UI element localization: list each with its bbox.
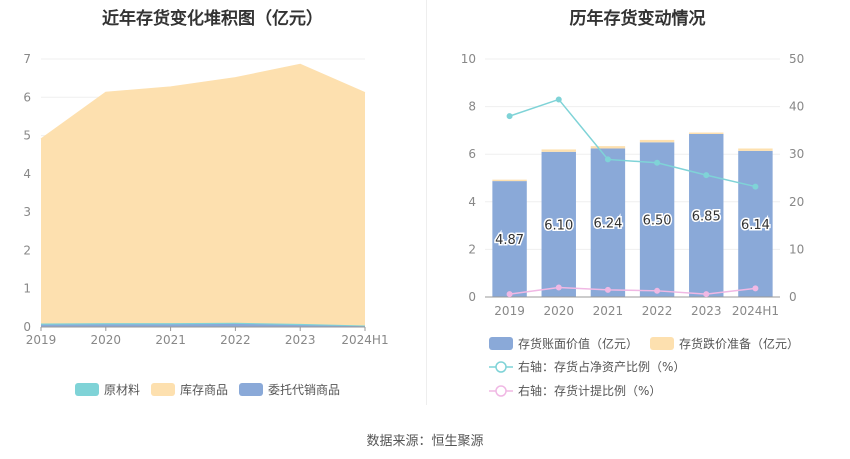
bar-impairment-reserve bbox=[689, 132, 724, 134]
line-point bbox=[703, 172, 710, 179]
y-tick-label: 4 bbox=[23, 167, 31, 181]
legend-swatch bbox=[650, 337, 674, 350]
y-left-tick-label: 10 bbox=[461, 52, 476, 66]
bar-impairment-reserve bbox=[639, 139, 675, 143]
chart-title-inventory: 历年存货变动情况 bbox=[569, 9, 706, 29]
bar-book-value bbox=[492, 181, 527, 297]
line-point bbox=[506, 291, 513, 298]
x-tick-label: 2024H1 bbox=[732, 304, 779, 318]
bar-data-label: 6.85 bbox=[692, 209, 721, 224]
x-tick-label: 2022 bbox=[642, 304, 673, 318]
y-right-tick-label: 10 bbox=[789, 242, 804, 256]
legend-label: 右轴：存货占净资产比例（%） bbox=[518, 359, 685, 374]
line-point bbox=[752, 285, 759, 292]
line-point bbox=[555, 96, 562, 103]
line-point bbox=[703, 291, 710, 298]
legend-marker bbox=[495, 361, 507, 373]
legend-label: 委托代销商品 bbox=[268, 382, 340, 397]
x-tick-label: 2021 bbox=[155, 333, 186, 347]
bar-data-label: 6.24 bbox=[593, 217, 622, 232]
y-tick-label: 1 bbox=[23, 282, 31, 296]
bar-data-label: 6.50 bbox=[643, 214, 672, 229]
y-right-tick-label: 20 bbox=[789, 195, 804, 209]
bar-data-label: 4.87 bbox=[495, 233, 524, 248]
x-tick-label: 2021 bbox=[593, 304, 624, 318]
legend-marker bbox=[495, 385, 507, 397]
legend-label: 右轴：存货计提比例（%） bbox=[518, 383, 661, 398]
legend-swatch bbox=[75, 383, 99, 396]
x-tick-label: 2019 bbox=[494, 304, 525, 318]
legend-label: 库存商品 bbox=[180, 382, 228, 397]
bar-impairment-reserve bbox=[738, 148, 773, 151]
legend-label: 存货跌价准备（亿元） bbox=[679, 336, 799, 351]
x-tick-label: 2020 bbox=[91, 333, 122, 347]
bar-impairment-reserve bbox=[492, 179, 527, 182]
bar-book-value bbox=[689, 133, 724, 297]
panel-divider bbox=[426, 0, 427, 405]
y-right-tick-label: 50 bbox=[789, 52, 804, 66]
area-series-edge bbox=[40, 63, 366, 140]
y-tick-label: 0 bbox=[23, 320, 31, 334]
y-tick-label: 7 bbox=[23, 52, 31, 66]
y-tick-label: 3 bbox=[23, 205, 31, 219]
line-point bbox=[555, 284, 562, 291]
line-ratio-net-assets bbox=[509, 98, 756, 188]
line-point bbox=[654, 287, 661, 294]
line-point bbox=[604, 156, 611, 163]
data-source: 数据来源：恒生聚源 bbox=[366, 434, 484, 449]
chart-title-stacked-area: 近年存货变化堆积图（亿元） bbox=[102, 9, 323, 29]
line-point bbox=[752, 183, 759, 190]
y-left-tick-label: 4 bbox=[468, 195, 476, 209]
x-tick-label: 2020 bbox=[543, 304, 574, 318]
y-right-tick-label: 40 bbox=[789, 100, 804, 114]
legend-swatch bbox=[489, 337, 513, 350]
x-tick-label: 2022 bbox=[220, 333, 251, 347]
y-left-tick-label: 6 bbox=[468, 147, 476, 161]
x-tick-label: 2019 bbox=[26, 333, 57, 347]
stacked-area-chart: 0 1 2 3 4 5 6 7 2019 2020 2021 2022 2023 2024H1 原材料 库存商… bbox=[23, 52, 388, 397]
y-tick-label: 2 bbox=[23, 243, 31, 257]
y-right-tick-label: 30 bbox=[789, 147, 804, 161]
legend-label: 原材料 bbox=[104, 383, 140, 397]
y-tick-label: 6 bbox=[23, 90, 31, 104]
bar-book-value bbox=[639, 142, 675, 297]
legend-label: 存货账面价值（亿元） bbox=[518, 336, 638, 351]
line-point bbox=[604, 286, 611, 293]
y-left-tick-label: 8 bbox=[468, 100, 476, 114]
y-left-tick-label: 2 bbox=[468, 242, 476, 256]
x-tick-label: 2023 bbox=[691, 304, 722, 318]
bar-book-value bbox=[738, 150, 773, 297]
line-provision-ratio bbox=[509, 286, 756, 295]
bar-impairment-reserve bbox=[541, 149, 576, 152]
bar-data-label: 6.14 bbox=[741, 218, 770, 233]
y-tick-label: 5 bbox=[23, 129, 31, 143]
bar-book-value bbox=[541, 151, 576, 297]
y-right-tick-label: 0 bbox=[789, 290, 797, 304]
legend-swatch bbox=[239, 383, 263, 396]
line-point bbox=[506, 113, 513, 120]
line-point bbox=[654, 159, 661, 166]
bar-impairment-reserve bbox=[590, 146, 626, 149]
legend-swatch bbox=[151, 383, 175, 396]
y-left-tick-label: 0 bbox=[468, 290, 476, 304]
bar-data-label: 6.10 bbox=[544, 218, 573, 233]
bar-book-value bbox=[590, 148, 626, 297]
x-tick-label: 2023 bbox=[285, 333, 316, 347]
area-series bbox=[41, 64, 365, 326]
x-tick-label: 2024H1 bbox=[341, 333, 388, 347]
inventory-combo-chart: 0 2 4 6 8 10 0 10 20 30 40 50 4.87 6.10 6.24 6.50 6.85 6.… bbox=[461, 52, 805, 398]
